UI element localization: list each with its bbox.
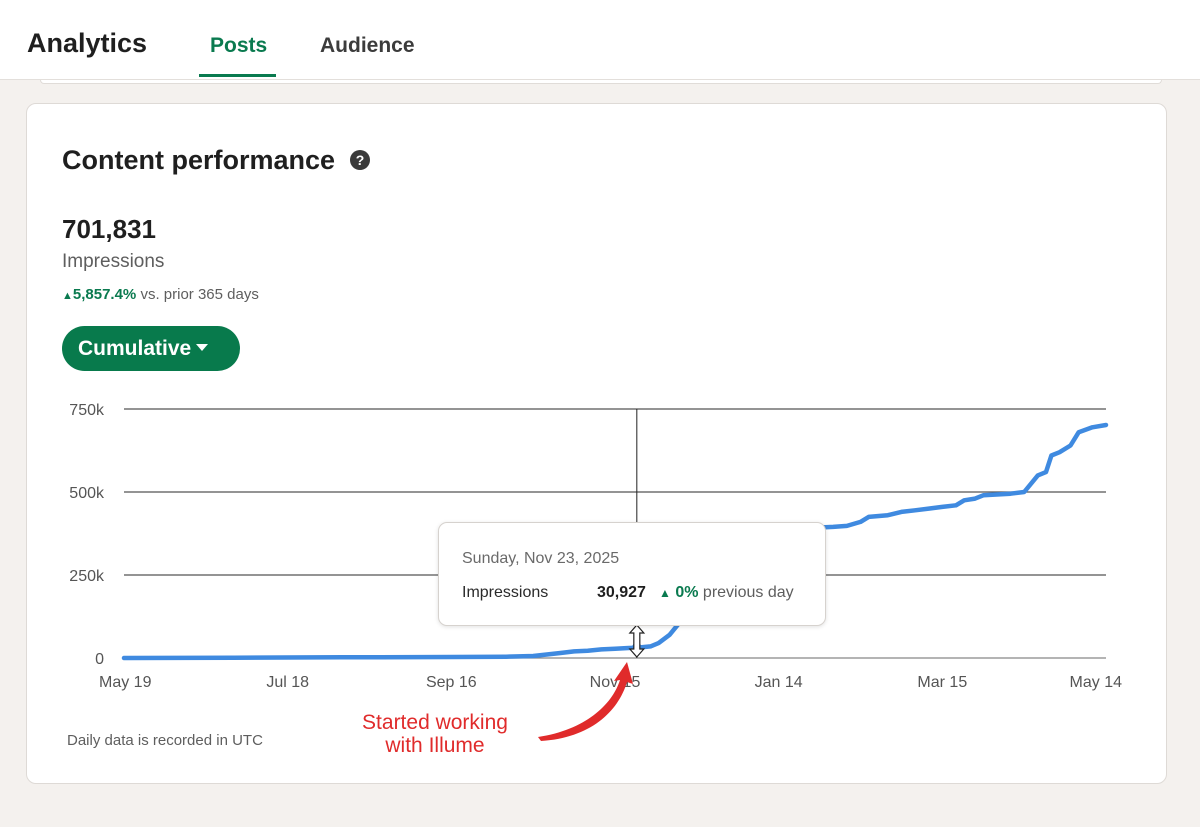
metric-label: Impressions [62, 251, 165, 272]
question-circle-icon[interactable]: ? [350, 150, 370, 170]
x-tick-label: Nov 15 [590, 674, 641, 691]
trend-up-icon: ▲ [659, 586, 671, 600]
content-performance-card: Content performance ? 701,831 Impression… [26, 103, 1167, 784]
utc-footnote: Daily data is recorded in UTC [67, 732, 263, 749]
annotation-line-1: Started working [362, 711, 508, 734]
app-title: Analytics [27, 28, 148, 58]
tooltip-change-value: 0% [675, 584, 699, 601]
change-vs-prior-period: ▲5,857.4% vs. prior 365 days [62, 286, 259, 303]
tooltip-change-text: previous day [702, 584, 794, 601]
x-tick-label: Jul 18 [266, 674, 309, 691]
view-mode-dropdown[interactable]: Cumulative [62, 326, 240, 371]
tooltip-metric: Impressions [462, 584, 549, 601]
delta-text: vs. prior 365 days [140, 286, 259, 303]
top-navigation-bar: Analytics Posts Audience [0, 0, 1200, 80]
x-tick-label: Sep 16 [426, 674, 477, 691]
x-tick-label: Mar 15 [917, 674, 967, 691]
tooltip-date: Sunday, Nov 23, 2025 [462, 550, 620, 567]
tooltip-change: ▲ 0% previous day [659, 584, 794, 602]
trend-up-icon: ▲ [62, 290, 73, 302]
view-mode-label: Cumulative [78, 337, 192, 360]
resize-cursor-icon [628, 624, 646, 658]
y-tick-label: 500k [69, 485, 105, 502]
tab-audience[interactable]: Audience [320, 34, 415, 57]
total-impressions-value: 701,831 [62, 214, 156, 244]
y-tick-label: 250k [69, 568, 105, 585]
caret-down-icon [196, 344, 209, 351]
delta-value: 5,857.4% [72, 286, 137, 303]
annotation-line-2: with Illume [385, 734, 485, 757]
y-tick-label: 750k [69, 402, 105, 419]
chart-tooltip: Sunday, Nov 23, 2025 Impressions 30,927 … [438, 522, 826, 626]
tooltip-value: 30,927 [597, 584, 646, 601]
x-tick-label: Jan 14 [755, 674, 803, 691]
x-tick-label: May 19 [99, 674, 152, 691]
y-tick-label: 0 [95, 651, 104, 668]
annotation-text: Started working with Illume [330, 711, 540, 757]
card-title: Content performance [62, 145, 336, 175]
annotation-arrow [538, 662, 633, 741]
tab-posts[interactable]: Posts [210, 34, 268, 57]
x-tick-label: May 14 [1070, 674, 1123, 691]
active-tab-indicator [199, 74, 276, 77]
